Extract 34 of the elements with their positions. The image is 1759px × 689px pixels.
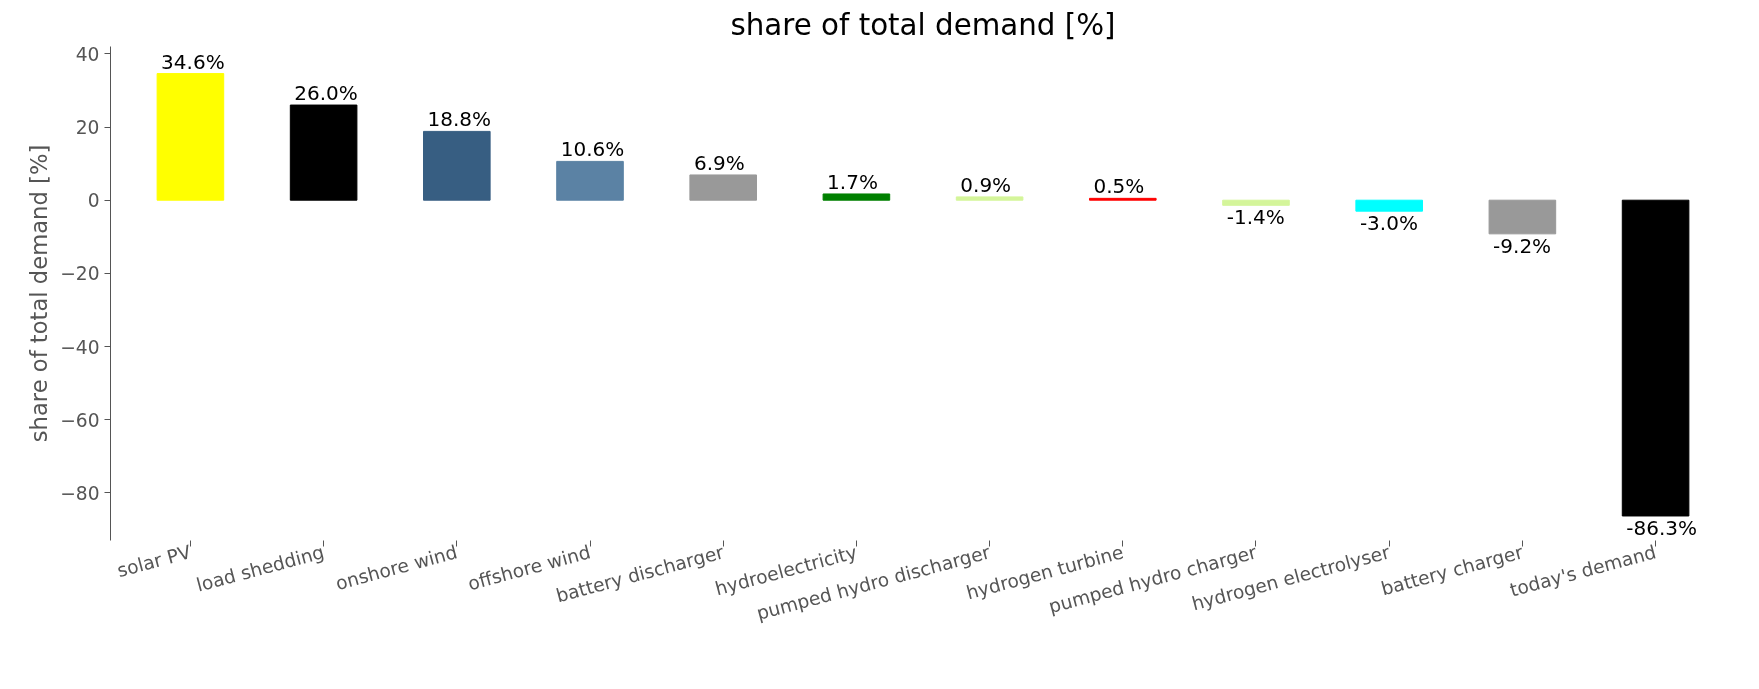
y-axis-title: share of total demand [%] (26, 144, 53, 443)
chart-title: share of total demand [%] (730, 7, 1116, 42)
bar (289, 104, 358, 201)
bar (1621, 199, 1690, 517)
data-label: 18.8% (427, 107, 492, 132)
data-label: 10.6% (560, 137, 625, 162)
data-label: 26.0% (294, 81, 358, 106)
data-label: 6.9% (693, 150, 745, 175)
data-label: -86.3% (1626, 515, 1698, 540)
y-tick-label: 40 (75, 43, 100, 65)
bar (822, 193, 891, 201)
data-label: 1.7% (827, 169, 878, 194)
bar (423, 130, 491, 201)
bar (156, 73, 225, 201)
y-tick-label: 0 (87, 190, 100, 212)
data-label: -1.4% (1226, 205, 1285, 230)
bar (689, 174, 757, 201)
data-label: 34.6% (161, 49, 225, 74)
data-label: -3.0% (1359, 211, 1418, 236)
data-label: 0.9% (960, 172, 1012, 197)
y-tick-label: 20 (75, 117, 100, 138)
bar (556, 160, 624, 201)
y-tick-label: −40 (60, 336, 100, 358)
y-tick-label: −60 (60, 409, 100, 431)
y-tick-label: −80 (60, 482, 100, 504)
bar (955, 196, 1024, 201)
data-label: -9.2% (1493, 233, 1552, 258)
bar (1355, 199, 1423, 212)
y-tick-label: −20 (60, 263, 100, 285)
x-tick-label: solar PV (114, 541, 194, 582)
data-label: 0.5% (1093, 174, 1145, 199)
bar (1488, 199, 1557, 235)
x-tick-label: onshore wind (333, 541, 460, 594)
bar (1222, 199, 1290, 206)
